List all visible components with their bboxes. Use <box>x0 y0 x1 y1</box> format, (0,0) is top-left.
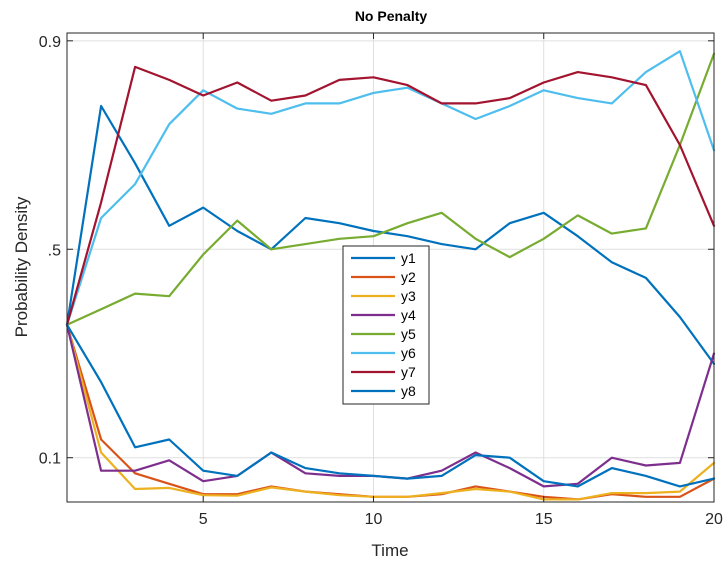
legend-label-y1: y1 <box>401 250 416 266</box>
axis-ticks: 5 10 15 20 0.1 .5 0.9 <box>39 33 723 528</box>
series-line-y5 <box>65 52 716 326</box>
series-line-y8 <box>65 323 716 488</box>
y-tick-label: 0.9 <box>39 34 61 51</box>
y-tick-label: 0.1 <box>39 451 61 468</box>
x-tick-label: 20 <box>705 511 723 528</box>
y-tick-label: .5 <box>48 242 61 259</box>
x-tick-label: 15 <box>535 511 553 528</box>
legend-label-y2: y2 <box>401 269 416 285</box>
y-axis-label: Probability Density <box>12 196 31 337</box>
legend-label-y4: y4 <box>401 307 416 323</box>
x-axis-label: Time <box>371 541 408 560</box>
legend: y1 y2 y3 y4 y5 y6 y7 y8 <box>342 245 430 405</box>
series-line-y1 <box>65 104 716 365</box>
series-line-y6 <box>65 50 716 326</box>
legend-label-y6: y6 <box>401 345 416 361</box>
legend-box <box>342 245 430 405</box>
legend-label-y5: y5 <box>401 326 416 342</box>
chart-title: No Penalty <box>355 8 428 24</box>
x-tick-label: 10 <box>365 511 383 528</box>
axes-box <box>66 32 715 503</box>
legend-label-y7: y7 <box>401 364 416 380</box>
series-lines <box>65 50 716 501</box>
x-tick-label: 5 <box>199 511 208 528</box>
legend-label-y3: y3 <box>401 288 416 304</box>
series-line-y3 <box>65 323 716 501</box>
series-line-y7 <box>65 65 716 326</box>
legend-label-y8: y8 <box>401 383 416 399</box>
